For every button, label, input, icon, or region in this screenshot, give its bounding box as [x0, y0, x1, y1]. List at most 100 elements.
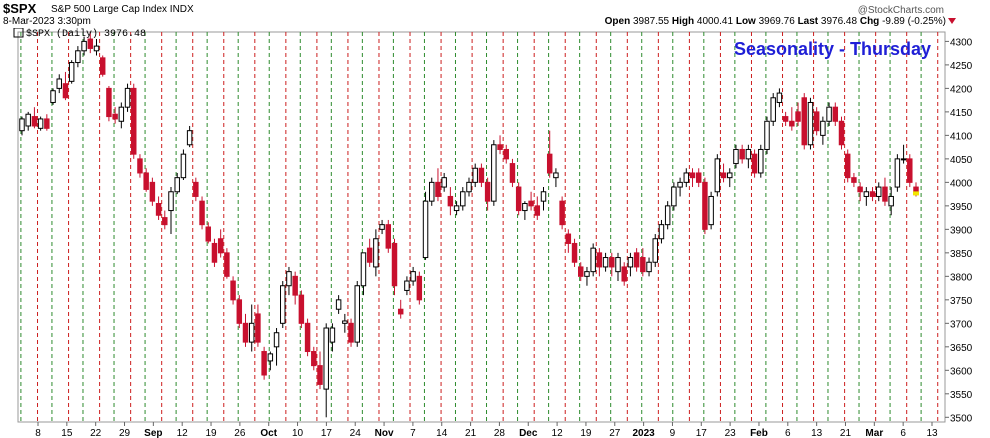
- candle: [838, 116, 845, 150]
- candle: [273, 328, 280, 366]
- candle: [764, 116, 770, 155]
- candle: [429, 177, 435, 206]
- candle: [689, 168, 696, 188]
- candle: [671, 182, 677, 211]
- candle-body: [379, 224, 385, 230]
- candle-body: [745, 148, 752, 160]
- x-tick-label: 10: [292, 428, 304, 438]
- candle-body: [242, 322, 249, 343]
- candle-body: [329, 327, 336, 343]
- candle-body: [298, 294, 305, 324]
- candle: [261, 346, 267, 380]
- y-tick-label: 3500: [950, 413, 973, 424]
- candle: [317, 351, 323, 390]
- candle: [857, 182, 863, 202]
- candle-body: [68, 62, 75, 82]
- candle: [882, 177, 888, 206]
- candle-body: [397, 308, 404, 315]
- x-tick-label: 24: [350, 428, 362, 438]
- y-tick-label: 4000: [950, 178, 973, 189]
- candle-body: [162, 217, 168, 226]
- candle: [106, 86, 112, 122]
- chart-title: Seasonality - Thursday: [734, 39, 931, 59]
- x-tick-label: Dec: [519, 428, 538, 438]
- candle: [584, 266, 590, 286]
- candle-body: [764, 120, 770, 150]
- candle-body: [193, 181, 199, 197]
- candle-body: [348, 322, 354, 343]
- candle: [441, 172, 447, 192]
- candle: [329, 323, 336, 352]
- candle-body: [447, 195, 454, 207]
- x-tick-label: 6: [785, 428, 791, 438]
- candle: [435, 168, 441, 202]
- candle-body: [360, 252, 367, 287]
- candle-body: [571, 242, 578, 263]
- candle-body: [292, 275, 298, 296]
- candle-body: [366, 247, 373, 263]
- candle: [907, 154, 913, 188]
- candle: [397, 299, 404, 319]
- candle: [149, 177, 156, 206]
- chart-header: $SPX S&P 500 Large Cap Index INDX 8-Mar-…: [0, 0, 990, 28]
- candle: [230, 276, 236, 305]
- plot-area: [17, 31, 946, 423]
- candle: [44, 114, 50, 131]
- candle-body: [689, 172, 696, 179]
- candle: [795, 102, 801, 126]
- candle-body: [267, 353, 274, 362]
- series-label: $SPX (Daily) 3976.48: [26, 28, 146, 40]
- candle-body: [497, 144, 503, 150]
- quote-date: 8-Mar-2023 3:30pm: [3, 16, 91, 27]
- x-tick-label: 8: [35, 428, 41, 438]
- candle: [366, 238, 373, 267]
- candle: [615, 252, 621, 282]
- candle: [782, 111, 789, 126]
- candle: [491, 140, 497, 206]
- candle-body: [882, 186, 888, 202]
- candle-body: [217, 238, 224, 254]
- candle-body: [602, 257, 609, 268]
- candle: [99, 55, 106, 77]
- x-tick-label: 7: [410, 428, 416, 438]
- candle: [267, 351, 274, 371]
- candle-body: [907, 158, 913, 183]
- candle: [540, 187, 547, 211]
- chart-labels: $SPX (Daily) 3976.48 Seasonality - Thurs…: [13, 28, 931, 59]
- candle-body: [342, 320, 348, 324]
- candle-body: [795, 111, 801, 122]
- candle: [56, 74, 62, 94]
- candle-body: [56, 78, 62, 89]
- candle-body: [807, 101, 814, 146]
- candle: [578, 262, 584, 282]
- candle-body: [31, 116, 38, 127]
- candle: [497, 135, 503, 155]
- y-tick-label: 3600: [950, 366, 973, 377]
- y-tick-label: 4050: [950, 155, 973, 166]
- candle-body: [534, 205, 541, 216]
- candle-body: [441, 177, 447, 188]
- candle-body: [112, 113, 118, 120]
- candle: [422, 191, 429, 260]
- candle: [503, 144, 509, 164]
- y-tick-label: 3900: [950, 225, 973, 236]
- x-tick-label: 19: [580, 428, 592, 438]
- candle: [193, 177, 199, 202]
- x-tick-label: Feb: [750, 428, 768, 438]
- candle: [528, 191, 534, 211]
- candle-body: [720, 172, 727, 179]
- y-tick-label: 4200: [950, 84, 973, 95]
- candle-body: [99, 57, 106, 75]
- candle-body: [553, 172, 559, 179]
- candle-body: [236, 299, 243, 324]
- candle-body: [826, 106, 832, 122]
- candle: [851, 172, 857, 188]
- price-chart: 3500 3550 3600 3650 3700 3750 3800 3850 3900 3950…: [13, 28, 973, 438]
- down-arrow-icon: [948, 18, 956, 24]
- candle-body: [255, 313, 261, 343]
- candle-body: [416, 275, 423, 301]
- candle-body: [509, 163, 516, 183]
- candle-body: [758, 148, 764, 174]
- candle: [199, 196, 205, 230]
- candle-body: [863, 191, 870, 197]
